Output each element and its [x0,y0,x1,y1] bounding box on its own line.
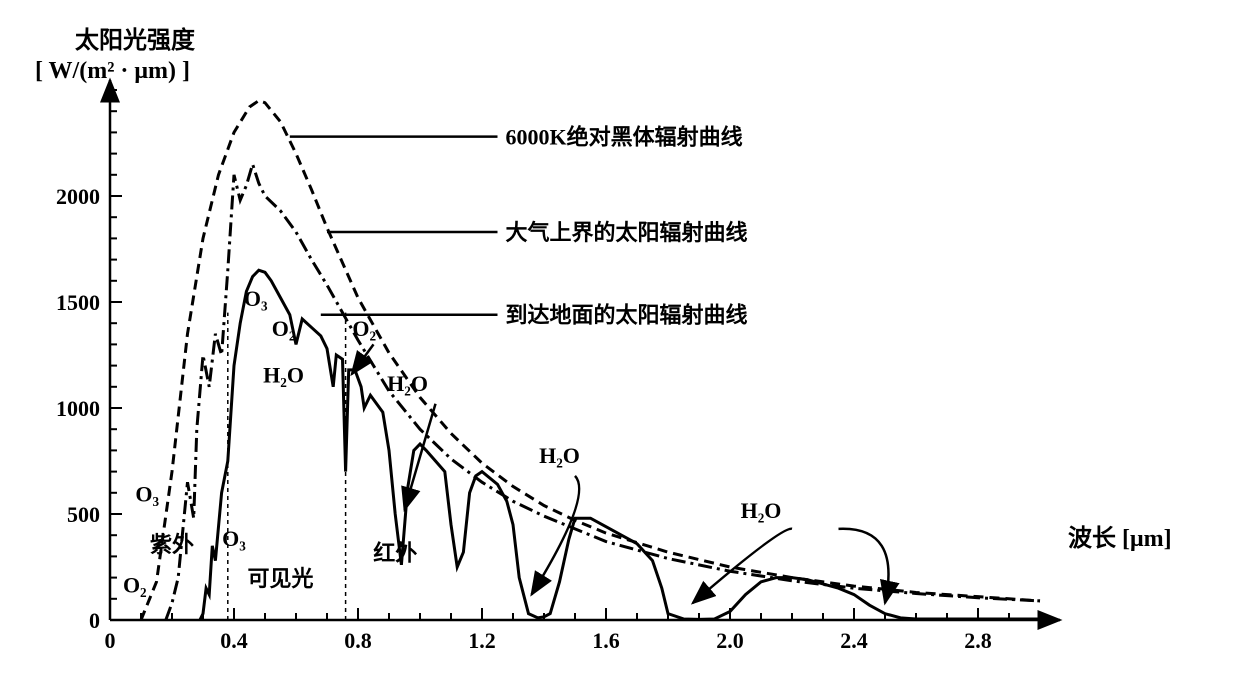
legend-label: 到达地面的太阳辐射曲线 [506,303,748,328]
x-tick-label: 1.2 [468,628,496,653]
y-axis-title-2: [ W/(m² · μm) ] [35,58,190,84]
chart-svg: 太阳光强度 [ W/(m² · μm) ] 0 0.4 0.8 1.2 1.6 2.0 2.4 2… [20,20,1220,676]
solar-spectrum-chart: 太阳光强度 [ W/(m² · μm) ] 0 0.4 0.8 1.2 1.6 2.0 2.4 2… [20,20,1220,676]
region-ir: 红外 [373,541,417,566]
x-tick-label: 0 [105,628,116,653]
y-tick-label: 2000 [56,184,100,209]
absorber-label: O₃ [135,481,159,506]
y-tick-label: 1500 [56,290,100,315]
region-uv: 紫外 [150,532,194,557]
x-tick-label: 2.0 [716,628,744,653]
x-tick-label: 0.4 [220,628,248,653]
absorber-label: O₃ [244,286,268,311]
curve-blackbody [141,101,1040,620]
annotation-arrow [532,476,580,595]
x-tick-label: 2.8 [964,628,992,653]
y-tick-label: 1000 [56,396,100,421]
x-tick-label: 1.6 [592,628,620,653]
x-axis-label: 波长 [μm] [1068,525,1172,552]
absorber-label: O₃ [222,526,246,551]
absorber-label: O₂ [123,572,147,597]
y-tick-label: 0 [89,608,100,633]
region-visible: 可见光 [247,566,313,591]
absorber-label: H₂O [263,363,304,388]
legend-label: 6000K绝对黑体辐射曲线 [506,125,743,150]
absorber-label: H₂O [741,498,782,523]
absorber-label: H₂O [539,443,580,468]
absorber-label: H₂O [387,371,428,396]
legend-label: 大气上界的太阳辐射曲线 [506,220,748,245]
y-tick-label: 500 [67,502,100,527]
absorber-label: O₂ [272,316,296,341]
x-tick-label: 0.8 [344,628,372,653]
y-axis-title-1: 太阳光强度 [75,26,196,54]
absorber-label: O₂ [352,316,376,341]
x-tick-label: 2.4 [840,628,868,653]
